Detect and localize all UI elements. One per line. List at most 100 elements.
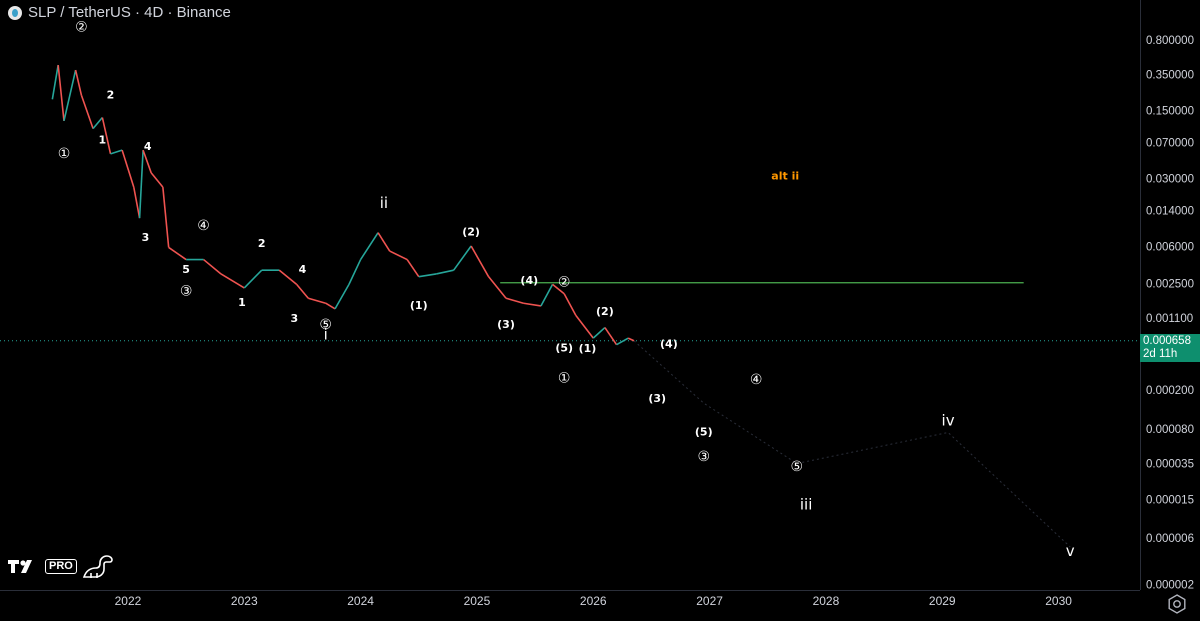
time-tick-label: 2022 <box>115 594 142 608</box>
wave-label: 3 <box>142 231 150 244</box>
wave-label: ④ <box>197 218 210 234</box>
wave-label: (5) <box>695 425 713 438</box>
wave-label: 3 <box>290 312 298 325</box>
price-tick-label: 0.070000 <box>1146 138 1194 150</box>
price-segment <box>470 245 490 278</box>
pro-badge: PRO <box>45 558 77 574</box>
price-segment <box>57 64 65 121</box>
time-tick-label: 2025 <box>464 594 491 608</box>
wave-label: ② <box>75 19 88 35</box>
wave-label: ① <box>58 146 71 162</box>
wave-label: v <box>1066 542 1075 560</box>
price-segment <box>325 302 336 310</box>
price-tick-label: 0.006000 <box>1146 241 1194 253</box>
wave-label: ③ <box>697 449 710 465</box>
last-price-value: 0.000658 <box>1143 334 1191 347</box>
time-tick-label: 2024 <box>347 594 374 608</box>
price-tick-label: 0.000006 <box>1146 533 1194 545</box>
wave-label: (4) <box>660 338 678 351</box>
time-tick-label: 2030 <box>1045 594 1072 608</box>
price-segment <box>487 276 507 299</box>
wave-label: ⑤ <box>319 317 332 333</box>
price-tick-label: 0.030000 <box>1146 173 1194 185</box>
price-segment <box>359 232 379 260</box>
price-tick-label: 0.150000 <box>1146 105 1194 117</box>
slp-coin-icon <box>8 5 22 20</box>
price-segment <box>523 302 542 307</box>
price-segment <box>51 64 59 100</box>
price-segment <box>220 273 245 289</box>
price-segment <box>203 258 222 275</box>
bar-countdown: 2d 11h <box>1143 347 1178 360</box>
symbol-header[interactable]: SLP / TetherUS · 4D · Binance <box>8 4 231 21</box>
wave-label: 2 <box>258 237 266 250</box>
price-segment <box>92 116 103 130</box>
wave-label: i <box>324 326 328 344</box>
price-segment <box>101 117 112 155</box>
wave-label: 5 <box>182 263 190 276</box>
wave-label: alt ii <box>771 170 799 183</box>
wave-label: 4 <box>144 140 152 153</box>
time-tick-label: 2028 <box>813 594 840 608</box>
wave-label: (1) <box>410 299 428 312</box>
price-axis[interactable]: 0.800000 0.350000 0.150000 0.070000 0.030000… <box>1140 0 1200 590</box>
price-segment <box>592 326 606 339</box>
price-segment <box>74 69 83 96</box>
time-tick-label: 2026 <box>580 594 607 608</box>
price-tick-label: 0.000035 <box>1146 459 1194 471</box>
price-tick-label: 0.000002 <box>1146 580 1194 590</box>
price-tick-label: 0.001100 <box>1146 313 1193 325</box>
tradingview-logo-icon <box>8 560 32 573</box>
wave-label: (2) <box>462 226 480 239</box>
price-tick-label: 0.000080 <box>1146 424 1194 436</box>
symbol-title: SLP / TetherUS · 4D · Binance <box>28 4 231 21</box>
wave-label: (3) <box>648 392 666 405</box>
price-segment <box>505 297 524 304</box>
price-segment <box>575 314 594 339</box>
dinosaur-icon[interactable] <box>81 553 115 579</box>
wave-label: iv <box>942 412 955 430</box>
wave-label: (1) <box>579 342 597 355</box>
settings-gear-icon[interactable] <box>1166 593 1188 615</box>
time-axis[interactable]: 2022 2023 2024 2025 2026 2027 2028 2029 2030 <box>0 590 1140 621</box>
price-segment <box>418 273 437 278</box>
wave-label: ① <box>558 370 571 386</box>
price-segment <box>308 297 326 304</box>
price-segment <box>563 293 577 316</box>
wave-label: ii <box>380 194 388 212</box>
projection-path <box>633 340 1071 548</box>
price-tick-label: 0.800000 <box>1146 35 1194 47</box>
price-tick-label: 0.350000 <box>1146 70 1194 82</box>
wave-label: (2) <box>596 305 614 318</box>
price-segment <box>406 259 420 278</box>
price-segment <box>552 283 565 295</box>
wave-label: 4 <box>299 263 307 276</box>
price-segment <box>348 259 362 285</box>
time-tick-label: 2027 <box>696 594 723 608</box>
price-segment <box>616 337 629 346</box>
wave-label: (5) <box>555 341 573 354</box>
price-segment <box>377 232 391 252</box>
wave-label: 1 <box>99 134 107 147</box>
price-segment <box>278 269 298 286</box>
wave-label: iii <box>800 495 813 513</box>
price-segment <box>121 149 135 188</box>
time-tick-label: 2029 <box>929 594 956 608</box>
price-segment <box>162 187 170 248</box>
wave-label: ② <box>558 275 571 291</box>
price-segment <box>243 269 263 289</box>
wave-label: (4) <box>520 274 538 287</box>
wave-label: ⑤ <box>791 459 804 475</box>
price-tick-label: 0.000200 <box>1146 385 1194 397</box>
price-segment <box>168 246 187 261</box>
price-segment <box>150 172 164 188</box>
price-segment <box>296 283 309 299</box>
price-tick-label: 0.014000 <box>1146 206 1194 218</box>
price-segment <box>63 69 77 122</box>
wave-label: ③ <box>180 284 193 300</box>
price-segment <box>334 283 350 310</box>
price-segment <box>627 337 635 342</box>
price-segment <box>132 186 141 219</box>
tradingview-logo[interactable]: PRO <box>7 553 115 579</box>
